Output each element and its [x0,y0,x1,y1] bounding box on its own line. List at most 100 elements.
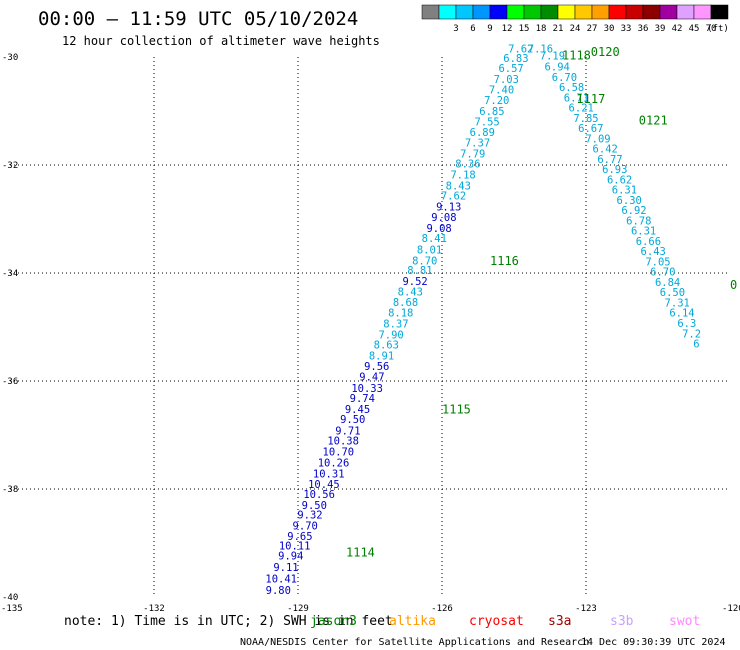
swh-value-label: 6.3 [677,318,696,330]
swh-value-label: 6.83 [503,53,528,65]
swh-value-label: 8.63 [374,340,399,352]
swh-value-label: 7.62 [508,44,533,56]
swh-value-label: 10.38 [327,436,359,448]
legend-bin-label: 24 [570,24,581,34]
swh-value-label: 8.70 [412,255,437,267]
legend-swatch [574,4,593,20]
lat-tick-label: -34 [2,269,18,279]
swh-value-label: 6.62 [607,174,632,186]
legend-bin-label: 12 [502,24,513,34]
satellite-altika: altika [389,614,436,629]
swh-value-label: 8.81 [407,265,432,277]
legend-swatch [438,4,457,20]
swh-value-label: 6.31 [612,185,637,197]
lat-tick-label: -32 [2,161,18,171]
swh-value-label: 6.92 [621,205,646,217]
swh-value-label: 7.55 [474,117,499,129]
legend-swatch [472,4,491,20]
legend-swatch [676,4,695,20]
swh-value-label: 9.45 [345,404,370,416]
lat-tick-label: -30 [2,53,18,63]
swh-value-label: 6.30 [617,195,642,207]
legend-bin-label: 33 [621,24,632,34]
swh-value-label: 7.2 [682,328,701,340]
swh-value-label: 7.03 [494,74,519,86]
swh-value-label: 6.57 [498,63,523,75]
swh-value-label: 6.71 [564,92,589,104]
legend-bin-label: 18 [536,24,547,34]
footer: note: 1) Time is in UTC; 2) SWH is in fe… [64,614,726,648]
swh-value-label: 6.43 [641,246,666,258]
swh-value-label: 6.67 [578,123,603,135]
legend-swatch [642,4,661,20]
footer-timestamp: 14 Dec 09:30:39 UTC 2024 [581,637,726,648]
swh-value-label: 9.08 [431,212,456,224]
swh-value-label: 6.66 [636,236,661,248]
swh-value-label: 6.70 [650,267,675,279]
legend-swatch [523,4,542,20]
swh-value-label: 7.05 [645,256,670,268]
lon-tick-label: -123 [575,604,597,614]
swh-value-label: 10.56 [303,489,335,501]
swh-value-label: 8.37 [383,319,408,331]
swh-value-label: 6.94 [545,62,570,74]
swh-value-label: 9.94 [278,551,303,563]
swh-value-label: 10.11 [279,540,311,552]
swh-value-label: 6.89 [470,127,495,139]
pass-time-label: 1116 [490,254,519,268]
pass-time-label: 1114 [346,546,375,560]
swh-value-label: 6.70 [552,72,577,84]
legend-swatch [591,4,610,20]
swh-value-label: 6.31 [631,226,656,238]
swh-value-label: 9.71 [335,425,360,437]
pass-time-label: 0 [730,278,737,292]
track-0120-0121: 7.167.196.946.706.586.716.217.856.677.09… [528,44,701,351]
pass-time-labels: 1114 1115 1116 1117 1118 0120 0121 0 [346,45,737,560]
lat-tick-label: -36 [2,377,18,387]
swh-value-label: 7.90 [378,329,403,341]
lon-tick-label: -126 [431,604,453,614]
color-legend: 3 6 9 12 15 18 21 24 27 30 33 36 39 42 45 70(ft) [421,4,729,34]
swh-value-label: 10.33 [351,383,383,395]
legend-swatch [693,4,712,20]
legend-swatch [625,4,644,20]
swh-value-label: 9.32 [297,510,322,522]
swh-value-label: 6.85 [479,106,504,118]
swh-value-label: 10.41 [265,573,297,585]
swh-value-label: 6.42 [593,144,618,156]
legend-bin-label: 42 [672,24,683,34]
legend-swatch [659,4,678,20]
swh-value-label: 9.70 [293,521,318,533]
swh-value-label: 10.31 [313,469,345,481]
legend-bin-label: 39 [655,24,666,34]
axis-tick-labels: -30 -32 -34 -36 -38 -40-135 -132 -129 -126 -123 -1… [1,53,740,614]
swh-value-label: 6.58 [559,82,584,94]
swh-value-label: 6.14 [669,308,694,320]
swh-value-label: 8.41 [422,233,447,245]
legend-swatch [540,4,559,20]
swh-value-label: 10.70 [323,447,355,459]
swh-value-label: 8.36 [455,159,480,171]
legend-swatch [421,4,440,20]
swh-value-label: 7.18 [450,170,475,182]
altimeter-tracks: 9.8010.419.119.9410.119.659.709.329.5010… [265,44,701,597]
legend-bin-label: 27 [587,24,598,34]
legend-bin-label: 70 [706,24,717,34]
swh-value-label: 8.18 [388,308,413,320]
swh-value-label: 6.93 [602,164,627,176]
legend-unit: (ft) [707,24,729,34]
swh-value-label: 9.74 [350,393,375,405]
swh-value-label: 8.43 [398,287,423,299]
swh-value-label: 9.65 [287,531,312,543]
swh-value-label: 9.80 [266,585,291,597]
swh-value-label: 10.45 [308,479,340,491]
swh-value-label: 6.84 [655,277,680,289]
lon-tick-label: -135 [1,604,23,614]
satellite-swot: swot [669,614,700,629]
swh-value-label: 8.01 [417,245,442,257]
pass-time-label: 1115 [442,402,471,416]
swh-value-label: 7.62 [441,191,466,203]
legend-bin-label: 6 [470,24,475,34]
lat-tick-label: -40 [2,593,18,603]
